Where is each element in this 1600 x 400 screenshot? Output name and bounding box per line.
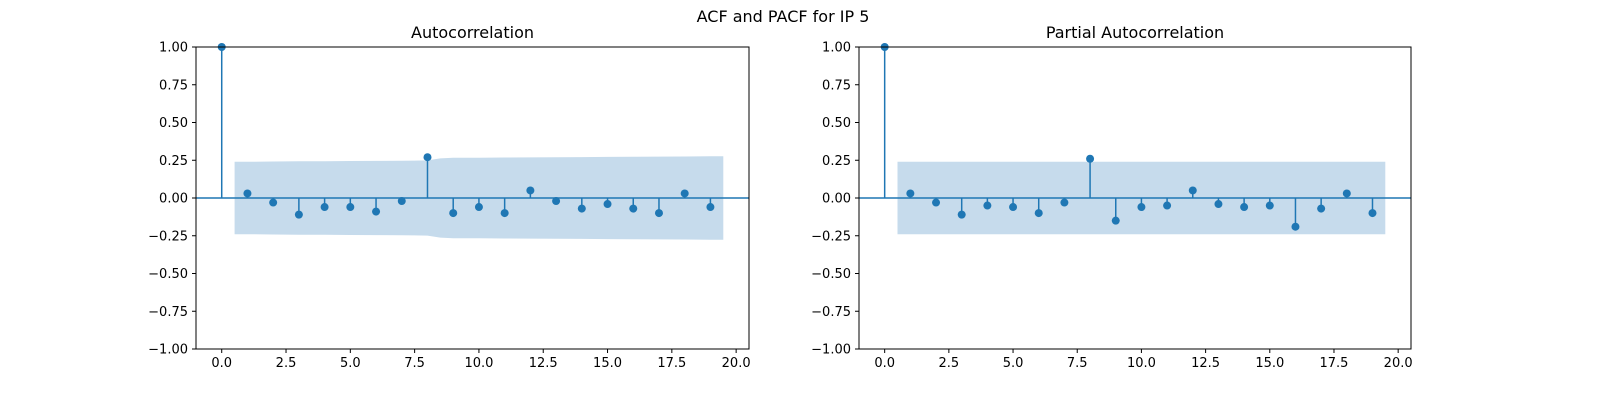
pacf-ytick-label-1: −0.75	[811, 305, 851, 320]
pacf-ytick-label-8: 1.00	[822, 41, 851, 56]
acf-ytick-label-7: 0.75	[159, 78, 188, 93]
acf-ytick-label-1: −0.75	[148, 305, 188, 320]
pacf-marker-lag-6	[1034, 209, 1043, 218]
acf-ytick-label-4: 0.00	[159, 192, 188, 207]
acf-ytick-label-5: 0.25	[159, 154, 188, 169]
pacf-ytick-label-5: 0.25	[822, 154, 851, 169]
acf-marker-lag-15	[603, 200, 612, 209]
acf-marker-lag-12	[526, 186, 535, 195]
acf-xtick-label-7: 17.5	[657, 356, 686, 371]
pacf-marker-lag-8	[1086, 154, 1095, 163]
pacf-marker-lag-9	[1111, 216, 1120, 225]
acf-xtick-label-6: 15.0	[593, 356, 622, 371]
acf-marker-lag-13	[552, 197, 561, 206]
pacf-xtick-label-5: 12.5	[1191, 356, 1220, 371]
acf-title: Autocorrelation	[411, 23, 534, 42]
pacf-xtick-label-8: 20.0	[1384, 356, 1413, 371]
pacf-marker-lag-17	[1317, 204, 1326, 213]
acf-xtick-label-5: 12.5	[529, 356, 558, 371]
pacf-marker-lag-12	[1188, 186, 1197, 195]
acf-marker-lag-16	[629, 204, 638, 213]
acf-marker-lag-2	[269, 198, 278, 207]
acf-marker-lag-7	[397, 197, 406, 206]
acf-ytick-label-0: −1.00	[148, 343, 188, 358]
pacf-marker-lag-10	[1137, 203, 1146, 212]
pacf-marker-lag-11	[1163, 201, 1172, 210]
pacf-marker-lag-3	[957, 210, 966, 219]
pacf-ytick-label-3: −0.25	[811, 229, 851, 244]
acf-xtick-label-1: 2.5	[276, 356, 297, 371]
pacf-xtick-label-1: 2.5	[939, 356, 960, 371]
acf-marker-lag-6	[372, 207, 381, 216]
pacf-xtick-label-2: 5.0	[1003, 356, 1024, 371]
pacf-marker-lag-7	[1060, 198, 1069, 207]
acf-marker-lag-9	[449, 209, 458, 218]
acf-ytick-label-2: −0.50	[148, 267, 188, 282]
pacf-ytick-label-4: 0.00	[822, 192, 851, 207]
pacf-xtick-label-7: 17.5	[1320, 356, 1349, 371]
acf-marker-lag-8	[423, 153, 432, 162]
acf-marker-lag-14	[577, 204, 586, 213]
pacf-marker-lag-2	[932, 198, 941, 207]
acf-ytick-label-3: −0.25	[148, 229, 188, 244]
acf-xtick-label-2: 5.0	[340, 356, 361, 371]
acf-marker-lag-18	[680, 189, 689, 198]
acf-marker-lag-19	[706, 203, 715, 212]
pacf-title: Partial Autocorrelation	[1046, 23, 1224, 42]
pacf-xtick-label-0: 0.0	[874, 356, 895, 371]
acf-marker-lag-4	[320, 203, 329, 212]
pacf-xtick-label-6: 15.0	[1255, 356, 1284, 371]
acf-xtick-label-8: 20.0	[722, 356, 751, 371]
acf-panel: Autocorrelation 0.0 2.5 5.0 7.5 10.0 12.5 15.0…	[148, 23, 750, 371]
pacf-marker-lag-15	[1265, 201, 1274, 210]
acf-marker-lag-5	[346, 203, 355, 212]
pacf-marker-lag-1	[906, 189, 915, 198]
acf-marker-lag-17	[654, 209, 663, 218]
pacf-marker-lag-5	[1009, 203, 1018, 212]
pacf-marker-lag-4	[983, 201, 992, 210]
figure-suptitle: ACF and PACF for IP 5	[697, 7, 870, 26]
pacf-ytick-label-0: −1.00	[811, 343, 851, 358]
pacf-ytick-label-7: 0.75	[822, 78, 851, 93]
pacf-ytick-label-2: −0.50	[811, 267, 851, 282]
pacf-xtick-label-4: 10.0	[1127, 356, 1156, 371]
pacf-marker-lag-16	[1291, 222, 1300, 231]
acf-xtick-label-4: 10.0	[464, 356, 493, 371]
acf-xtick-label-3: 7.5	[404, 356, 425, 371]
acf-ytick-label-6: 0.50	[159, 116, 188, 131]
pacf-ytick-label-6: 0.50	[822, 116, 851, 131]
acf-marker-lag-1	[243, 189, 252, 198]
acf-ytick-label-8: 1.00	[159, 41, 188, 56]
pacf-marker-lag-14	[1240, 203, 1249, 212]
pacf-marker-lag-13	[1214, 200, 1223, 209]
pacf-xtick-label-3: 7.5	[1067, 356, 1088, 371]
pacf-panel: Partial Autocorrelation 0.0 2.5 5.0 7.5 10.0…	[811, 23, 1412, 371]
acf-marker-lag-11	[500, 209, 509, 218]
pacf-marker-lag-18	[1342, 189, 1351, 198]
acf-xtick-label-0: 0.0	[211, 356, 232, 371]
acf-marker-lag-3	[294, 210, 303, 219]
acf-marker-lag-10	[474, 203, 483, 212]
pacf-marker-lag-19	[1368, 209, 1377, 218]
